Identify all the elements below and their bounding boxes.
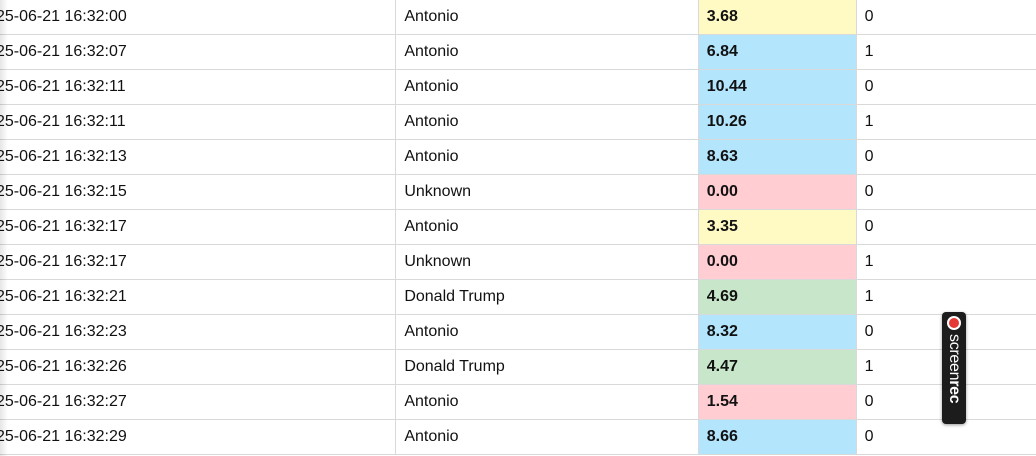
flag-cell: 1: [855, 34, 1036, 70]
score-cell: 3.68: [697, 0, 857, 35]
score-cell: 0.00: [697, 174, 857, 210]
person-name-cell: Donald Trump: [395, 349, 699, 385]
flag-cell: 1: [855, 279, 1036, 315]
record-dot-icon[interactable]: [947, 316, 961, 330]
score-cell: 3.35: [697, 209, 857, 245]
person-name-cell: Antonio: [395, 139, 699, 175]
timestamp-cell: 25-06-21 16:32:11: [0, 69, 397, 105]
table-row: 25-06-21 16:32:11 Antonio 10.44 0: [0, 69, 1036, 105]
table-row: 25-06-21 16:32:27 Antonio 1.54 0: [0, 384, 1036, 420]
timestamp-cell: 25-06-21 16:32:00: [0, 0, 397, 35]
person-name-cell: Antonio: [395, 104, 699, 140]
person-name-cell: Antonio: [395, 209, 699, 245]
timestamp-cell: 25-06-21 16:32:26: [0, 349, 397, 385]
timestamp-cell: 25-06-21 16:32:17: [0, 209, 397, 245]
timestamp-cell: 25-06-21 16:32:27: [0, 384, 397, 420]
table-row: 25-06-21 16:32:00 Antonio 3.68 0: [0, 0, 1036, 35]
score-cell: 10.26: [697, 104, 857, 140]
score-cell: 8.32: [697, 314, 857, 350]
timestamp-cell: 25-06-21 16:32:17: [0, 244, 397, 280]
person-name-cell: Unknown: [395, 244, 699, 280]
person-name-cell: Donald Trump: [395, 279, 699, 315]
screenrec-label-regular: screen: [946, 334, 963, 381]
flag-cell: 0: [855, 0, 1036, 35]
timestamp-cell: 25-06-21 16:32:21: [0, 279, 397, 315]
table-row: 25-06-21 16:32:29 Antonio 8.66 0: [0, 419, 1036, 455]
table-row: 25-06-21 16:32:17 Antonio 3.35 0: [0, 209, 1036, 245]
score-cell: 6.84: [697, 34, 857, 70]
person-name-cell: Unknown: [395, 174, 699, 210]
score-cell: 1.54: [697, 384, 857, 420]
timestamp-cell: 25-06-21 16:32:13: [0, 139, 397, 175]
table-row: 25-06-21 16:32:15 Unknown 0.00 0: [0, 174, 1036, 210]
score-cell: 8.63: [697, 139, 857, 175]
timestamp-cell: 25-06-21 16:32:23: [0, 314, 397, 350]
timestamp-cell: 25-06-21 16:32:29: [0, 419, 397, 455]
table-row: 25-06-21 16:32:11 Antonio 10.26 1: [0, 104, 1036, 140]
score-cell: 4.47: [697, 349, 857, 385]
table-row: 25-06-21 16:32:17 Unknown 0.00 1: [0, 244, 1036, 280]
person-name-cell: Antonio: [395, 384, 699, 420]
timestamp-cell: 25-06-21 16:32:07: [0, 34, 397, 70]
person-name-cell: Antonio: [395, 69, 699, 105]
table-row: 25-06-21 16:32:26 Donald Trump 4.47 1: [0, 349, 1036, 385]
score-cell: 4.69: [697, 279, 857, 315]
screenrec-widget[interactable]: screenrec: [942, 312, 966, 424]
flag-cell: 0: [855, 419, 1036, 455]
flag-cell: 0: [855, 174, 1036, 210]
score-cell: 10.44: [697, 69, 857, 105]
table-row: 25-06-21 16:32:21 Donald Trump 4.69 1: [0, 279, 1036, 315]
screenrec-label-bold: rec: [946, 380, 963, 404]
table-row: 25-06-21 16:32:07 Antonio 6.84 1: [0, 34, 1036, 70]
table-row: 25-06-21 16:32:23 Antonio 8.32 0: [0, 314, 1036, 350]
score-cell: 0.00: [697, 244, 857, 280]
person-name-cell: Antonio: [395, 419, 699, 455]
flag-cell: 1: [855, 244, 1036, 280]
score-cell: 8.66: [697, 419, 857, 455]
timestamp-cell: 25-06-21 16:32:15: [0, 174, 397, 210]
person-name-cell: Antonio: [395, 34, 699, 70]
screenrec-label: screenrec: [943, 334, 965, 422]
person-name-cell: Antonio: [395, 314, 699, 350]
timestamp-cell: 25-06-21 16:32:11: [0, 104, 397, 140]
person-name-cell: Antonio: [395, 0, 699, 35]
table-row: 25-06-21 16:32:13 Antonio 8.63 0: [0, 139, 1036, 175]
flag-cell: 0: [855, 69, 1036, 105]
flag-cell: 0: [855, 209, 1036, 245]
flag-cell: 0: [855, 139, 1036, 175]
flag-cell: 1: [855, 104, 1036, 140]
